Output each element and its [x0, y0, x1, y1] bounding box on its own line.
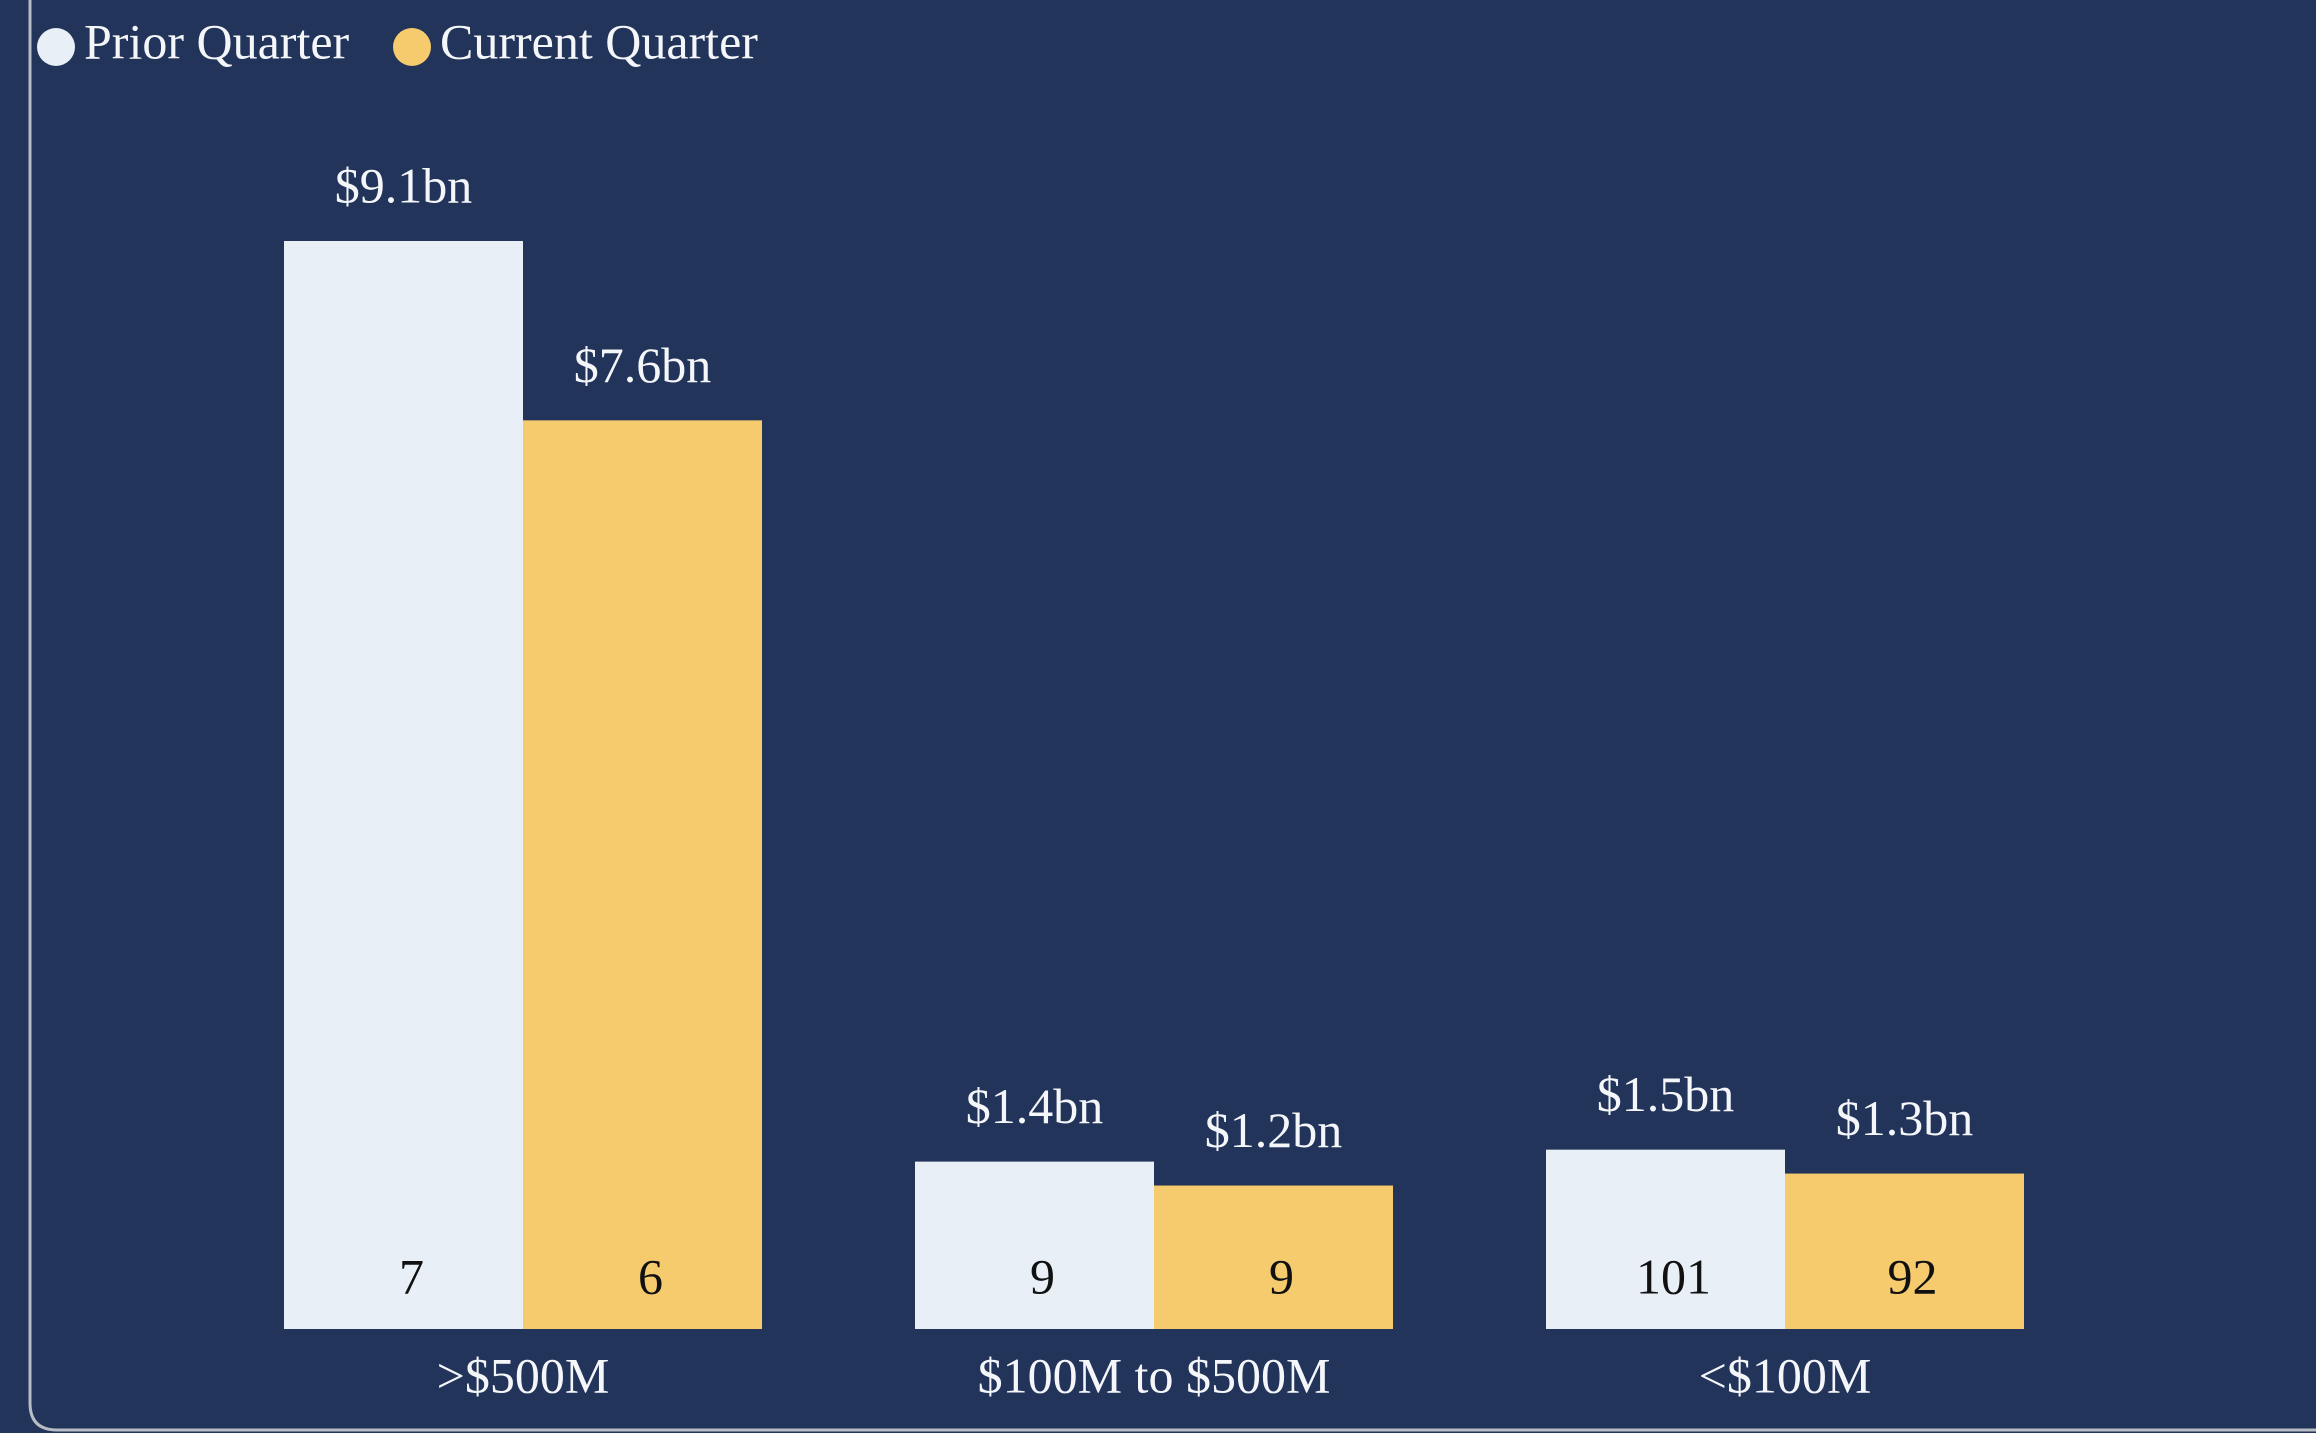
count-label: 101	[1636, 1248, 1711, 1304]
value-label: $1.3bn	[1836, 1090, 1974, 1146]
bar	[1546, 1149, 1785, 1329]
count-label: 7	[399, 1248, 424, 1304]
value-label: $1.4bn	[966, 1078, 1104, 1134]
count-label: 6	[638, 1248, 663, 1304]
value-label: $1.2bn	[1205, 1102, 1343, 1158]
legend-label: Prior Quarter	[84, 13, 350, 69]
x-tick-label: $100M to $500M	[978, 1347, 1331, 1403]
x-tick-label: >$500M	[437, 1347, 610, 1403]
bar	[523, 420, 762, 1329]
legend-label: Current Quarter	[440, 13, 758, 69]
bar	[284, 241, 523, 1329]
legend-marker	[37, 28, 75, 66]
value-label: $1.5bn	[1597, 1066, 1735, 1122]
bar	[915, 1161, 1154, 1329]
bar	[1154, 1185, 1393, 1329]
x-tick-label: <$100M	[1699, 1347, 1872, 1403]
count-label: 9	[1269, 1248, 1294, 1304]
legend-marker	[393, 28, 431, 66]
bar	[1785, 1173, 2024, 1329]
value-label: $9.1bn	[335, 157, 473, 213]
panel-border	[28, 0, 2316, 1432]
count-label: 9	[1030, 1248, 1055, 1304]
value-label: $7.6bn	[574, 337, 712, 393]
count-label: 92	[1888, 1248, 1938, 1304]
